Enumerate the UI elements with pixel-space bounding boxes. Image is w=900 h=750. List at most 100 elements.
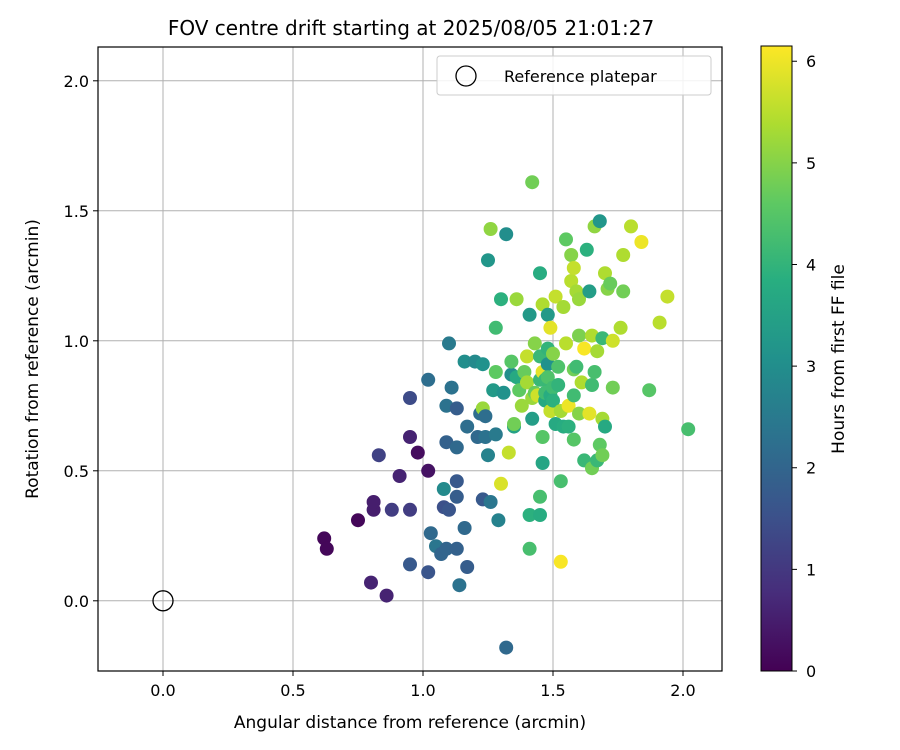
scatter-point — [436, 482, 451, 496]
scatter-point — [496, 385, 511, 400]
chart-title: FOV centre drift starting at 2025/08/05 … — [168, 16, 654, 40]
x-tick-label: 0.0 — [150, 681, 175, 700]
scatter-point — [572, 292, 586, 307]
reference-marker-group — [152, 590, 174, 612]
scatter-point — [527, 336, 542, 351]
scatter-point — [444, 380, 459, 395]
scatter-point — [595, 448, 610, 463]
scatter-point — [504, 354, 519, 369]
scatter-point — [551, 359, 566, 374]
scatter-point — [488, 320, 503, 335]
scatter-point — [564, 248, 579, 262]
scatter-point — [494, 292, 508, 307]
x-tick-label: 2.0 — [670, 681, 695, 700]
scatter-point — [587, 365, 602, 379]
scatter-point — [421, 372, 436, 387]
scatter-point — [535, 297, 550, 312]
scatter-point — [559, 232, 573, 247]
scatter-point — [421, 565, 436, 580]
scatter-point — [478, 409, 493, 424]
scatter-point — [423, 526, 438, 541]
scatter-point — [351, 513, 365, 528]
scatter-point — [572, 328, 586, 343]
x-axis-ticks: 0.0 0.5 1.0 1.5 2.0 — [150, 671, 696, 700]
x-tick-label: 0.5 — [280, 681, 305, 700]
scatter-point — [449, 474, 464, 489]
scatter-point — [525, 411, 540, 426]
scatter-point — [384, 502, 399, 517]
x-tick-label: 1.0 — [410, 681, 435, 700]
scatter-point — [535, 430, 550, 444]
scatter-point — [442, 336, 456, 351]
scatter-point — [319, 541, 334, 556]
y-tick-label: 1.0 — [64, 332, 89, 351]
scatter-point — [364, 575, 378, 590]
scatter-point — [522, 541, 537, 556]
scatter-point — [566, 432, 581, 447]
colorbar-tick-label: 1 — [806, 560, 816, 579]
scatter-point — [488, 365, 503, 379]
scatter-point — [449, 489, 464, 504]
scatter-point — [546, 346, 560, 361]
scatter-point — [481, 253, 495, 268]
scatter-point — [439, 435, 454, 450]
legend-label: Reference platepar — [504, 67, 657, 86]
scatter-point — [499, 640, 514, 655]
scatter-point — [681, 422, 696, 437]
scatter-point — [501, 445, 516, 460]
scatter-point — [543, 320, 558, 335]
scatter-point — [460, 419, 475, 434]
scatter-point — [533, 508, 547, 522]
scatter-point — [522, 307, 537, 322]
scatter-point — [520, 375, 534, 390]
y-tick-label: 0.5 — [64, 462, 89, 481]
scatter-point — [522, 508, 537, 522]
scatter-point — [569, 359, 584, 374]
legend-marker — [455, 65, 477, 87]
colorbar-tick-label: 0 — [806, 662, 816, 681]
scatter-point — [540, 307, 555, 322]
y-tick-label: 2.0 — [64, 72, 89, 91]
scatter-point — [514, 398, 529, 413]
colorbar: 0 1 2 3 4 5 6 Hours from first FF file — [760, 45, 849, 681]
scatter-point — [624, 219, 638, 234]
scatter-point — [577, 341, 592, 356]
legend-box — [436, 55, 712, 96]
scatter-point — [652, 315, 667, 330]
scatter-point — [371, 448, 386, 463]
scatter-point — [475, 357, 490, 372]
scatter-point — [592, 214, 607, 229]
scatter-point — [457, 354, 472, 369]
legend: Reference platepar — [436, 55, 712, 96]
y-tick-label: 0.0 — [64, 592, 89, 611]
scatter-point — [483, 222, 498, 236]
colorbar-tick-label: 3 — [806, 357, 816, 376]
scatter-point — [660, 289, 675, 304]
scatter-point — [491, 513, 506, 528]
scatter-point — [403, 557, 417, 572]
x-axis-label: Angular distance from reference (arcmin) — [234, 713, 586, 733]
scatter-point — [564, 274, 579, 288]
scatter-point — [525, 175, 540, 190]
scatter-point — [566, 261, 581, 275]
scatter-point — [533, 266, 547, 281]
scatter-point — [616, 248, 631, 262]
scatter-point — [483, 495, 498, 509]
plot-frame — [97, 46, 723, 672]
colorbar-tick-label: 4 — [806, 255, 816, 274]
y-tick-label: 1.5 — [64, 202, 89, 221]
scatter-point — [590, 344, 605, 359]
scatter-point — [561, 398, 576, 413]
scatter-point — [634, 235, 649, 249]
scatter-point — [605, 333, 620, 348]
scatter-point — [556, 300, 571, 314]
scatter-point — [421, 463, 436, 478]
x-tick-label: 1.5 — [540, 681, 565, 700]
scatter-point — [582, 284, 597, 299]
scatter-point — [616, 284, 631, 299]
scatter-point — [603, 276, 618, 291]
grid-lines — [98, 47, 722, 671]
scatter-point — [548, 289, 563, 304]
scatter-point — [439, 541, 454, 556]
